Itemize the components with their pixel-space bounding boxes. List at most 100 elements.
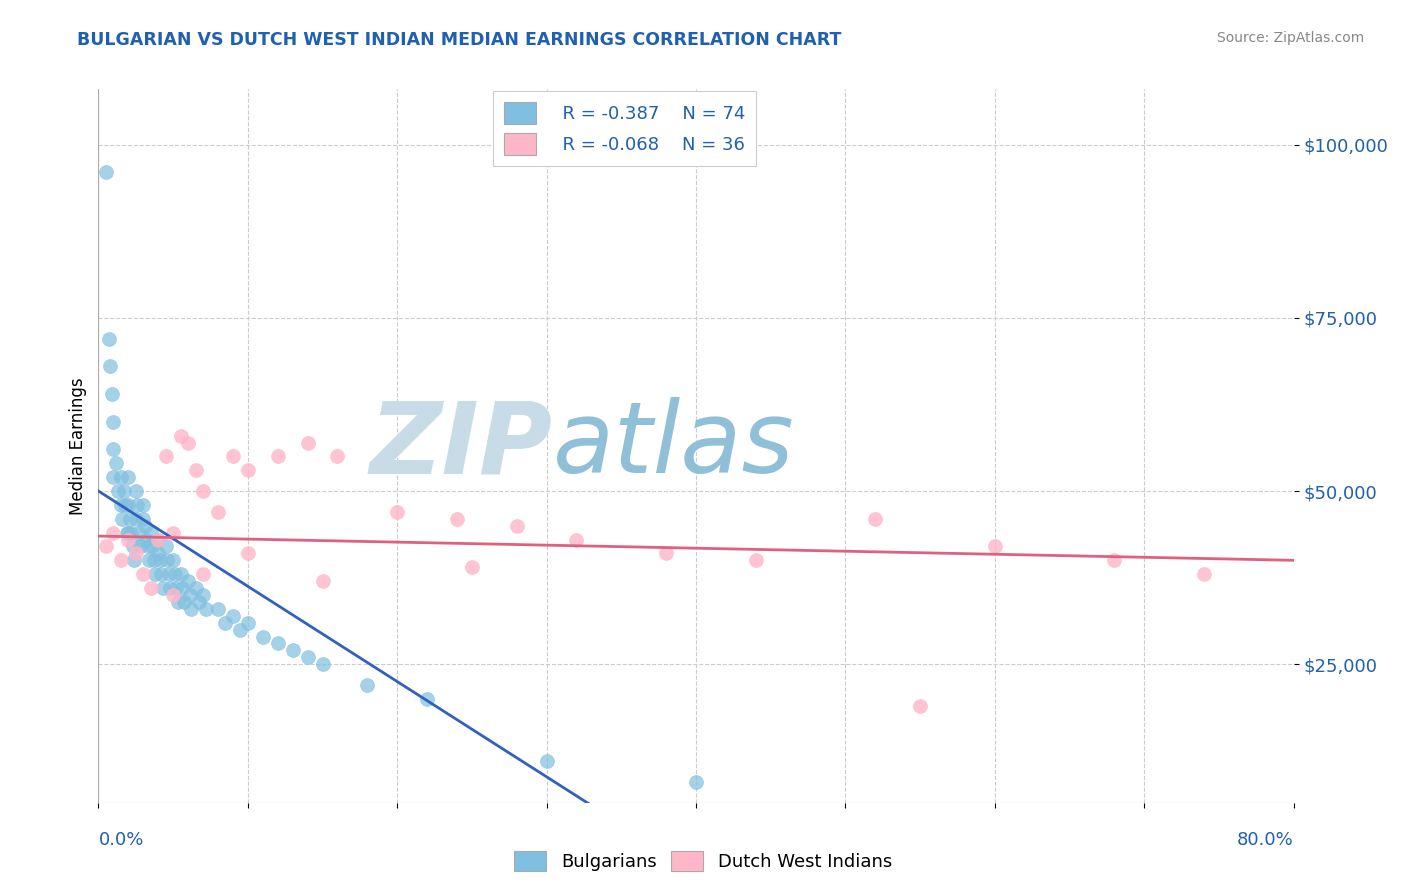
Point — [155, 450, 177, 464]
Point — [191, 567, 214, 582]
Point — [103, 525, 125, 540]
Point — [162, 588, 184, 602]
Point — [207, 602, 229, 616]
Point — [94, 165, 117, 179]
Point — [865, 512, 887, 526]
Point — [117, 525, 139, 540]
Point — [297, 650, 319, 665]
Point — [267, 636, 290, 650]
Point — [908, 698, 931, 713]
Point — [385, 505, 409, 519]
Point — [114, 498, 136, 512]
Point — [110, 470, 132, 484]
Legend:   R = -0.387    N = 74,   R = -0.068    N = 36: R = -0.387 N = 74, R = -0.068 N = 36 — [492, 91, 756, 166]
Text: Source: ZipAtlas.com: Source: ZipAtlas.com — [1216, 31, 1364, 45]
Point — [141, 540, 163, 554]
Point — [311, 574, 333, 588]
Point — [356, 678, 378, 692]
Point — [229, 623, 252, 637]
Point — [169, 428, 191, 442]
Text: BULGARIAN VS DUTCH WEST INDIAN MEDIAN EARNINGS CORRELATION CHART: BULGARIAN VS DUTCH WEST INDIAN MEDIAN EA… — [77, 31, 842, 49]
Point — [685, 775, 707, 789]
Point — [98, 359, 122, 374]
Point — [152, 581, 174, 595]
Point — [124, 553, 146, 567]
Text: atlas: atlas — [553, 398, 794, 494]
Point — [148, 533, 170, 547]
Point — [173, 595, 195, 609]
Point — [156, 553, 179, 567]
Point — [150, 567, 173, 582]
Point — [135, 533, 157, 547]
Point — [177, 574, 200, 588]
Point — [107, 483, 129, 498]
Point — [128, 525, 150, 540]
Point — [117, 533, 139, 547]
Point — [110, 498, 132, 512]
Point — [94, 540, 117, 554]
Point — [191, 588, 214, 602]
Point — [187, 595, 209, 609]
Point — [281, 643, 304, 657]
Point — [162, 525, 184, 540]
Point — [103, 442, 125, 457]
Point — [136, 540, 159, 554]
Point — [127, 498, 149, 512]
Point — [165, 581, 187, 595]
Point — [177, 435, 200, 450]
Point — [506, 518, 529, 533]
Point — [162, 553, 184, 567]
Point — [191, 483, 214, 498]
Point — [745, 553, 768, 567]
Point — [222, 608, 245, 623]
Point — [163, 567, 186, 582]
Point — [120, 525, 142, 540]
Point — [252, 630, 274, 644]
Point — [132, 498, 155, 512]
Point — [125, 512, 148, 526]
Point — [326, 450, 349, 464]
Point — [125, 483, 148, 498]
Point — [105, 456, 128, 470]
Point — [129, 540, 152, 554]
Point — [311, 657, 333, 672]
Point — [169, 567, 191, 582]
Point — [214, 615, 236, 630]
Point — [984, 540, 1007, 554]
Point — [236, 546, 259, 560]
Point — [125, 546, 148, 560]
Text: ZIP: ZIP — [370, 398, 553, 494]
Point — [157, 567, 180, 582]
Point — [267, 450, 290, 464]
Point — [297, 435, 319, 450]
Point — [1104, 553, 1126, 567]
Point — [179, 588, 201, 602]
Point — [166, 595, 188, 609]
Point — [97, 332, 120, 346]
Point — [138, 553, 160, 567]
Point — [461, 560, 484, 574]
Point — [446, 512, 468, 526]
Point — [207, 505, 229, 519]
Point — [172, 581, 194, 595]
Point — [236, 463, 259, 477]
Point — [180, 602, 202, 616]
Point — [1192, 567, 1215, 582]
Point — [565, 533, 588, 547]
Point — [132, 512, 155, 526]
Point — [134, 518, 156, 533]
Point — [139, 525, 162, 540]
Point — [416, 691, 439, 706]
Legend: Bulgarians, Dutch West Indians: Bulgarians, Dutch West Indians — [506, 844, 900, 879]
Point — [117, 498, 139, 512]
Point — [103, 415, 125, 429]
Point — [222, 450, 245, 464]
Point — [117, 470, 139, 484]
Point — [142, 553, 165, 567]
Point — [110, 553, 132, 567]
Point — [112, 483, 135, 498]
Point — [148, 546, 170, 560]
Point — [101, 387, 124, 401]
Point — [149, 553, 172, 567]
Point — [536, 754, 558, 768]
